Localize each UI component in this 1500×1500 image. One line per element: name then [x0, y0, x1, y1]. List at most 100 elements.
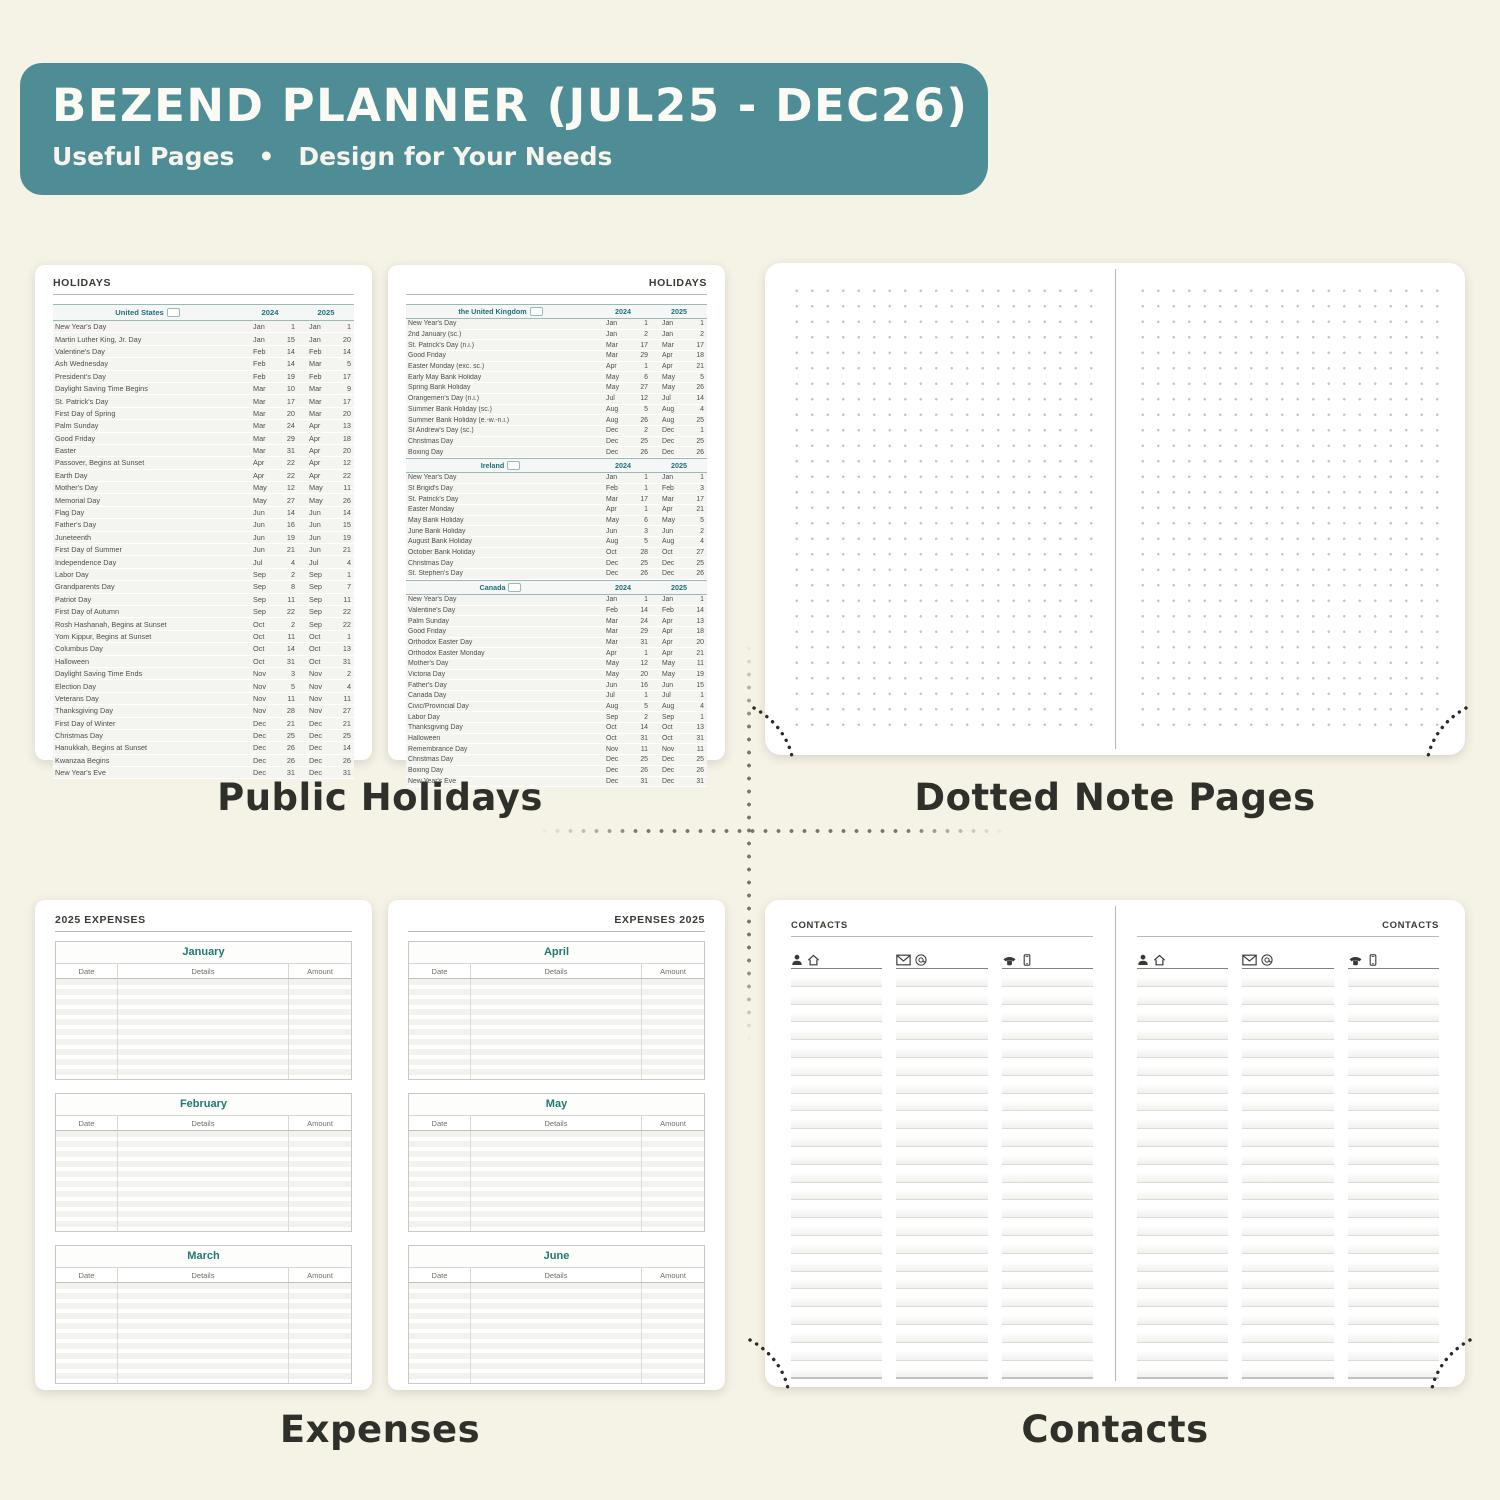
- holiday-date-cell: 5: [644, 703, 648, 711]
- expense-empty-row: [409, 1343, 704, 1353]
- holiday-name: Halloween: [408, 735, 441, 743]
- contact-ruled-line: [791, 1004, 883, 1023]
- holiday-date-cell: 2: [644, 331, 648, 339]
- contact-ruled-line: [791, 1057, 883, 1076]
- holiday-name: Christmas Day: [408, 437, 454, 445]
- holiday-date-cell: 4: [700, 538, 704, 546]
- contact-ruled-line: [1347, 1004, 1439, 1023]
- holiday-row: Palm Sunday Mar 24 Apr 13: [53, 420, 354, 433]
- contact-ruled-line: [1137, 1146, 1229, 1165]
- expense-column-headers: Date Details Amount: [409, 1268, 704, 1283]
- holiday-date-cell: Dec: [606, 570, 619, 578]
- contact-ruled-line: [896, 1164, 988, 1183]
- caption-public-holidays: Public Holidays: [217, 776, 543, 819]
- holidays-page-title: HOLIDAYS: [406, 277, 707, 295]
- expense-empty-row: [56, 1131, 351, 1141]
- holiday-date-cell: Jan: [606, 320, 618, 328]
- holiday-row: Halloween Oct 31 Oct 31: [406, 733, 707, 745]
- holiday-row: Civic/Provincial Day Aug 5 Aug 4: [406, 701, 707, 713]
- holiday-date-cell: 18: [342, 433, 351, 443]
- expense-empty-row: [56, 1039, 351, 1049]
- holiday-date-cell: Jun: [606, 527, 618, 535]
- holiday-name: Christmas Day: [408, 756, 454, 764]
- expense-empty-row: [409, 1313, 704, 1323]
- holiday-date-cell: 17: [640, 341, 648, 349]
- holiday-date-cell: Oct: [253, 656, 265, 666]
- holiday-date-cell: 25: [640, 437, 648, 445]
- contact-ruled-line: [1001, 1022, 1093, 1041]
- holiday-date-cell: Feb: [309, 371, 322, 381]
- contact-ruled-line: [1242, 1235, 1334, 1254]
- contact-ruled-line: [1347, 1271, 1439, 1290]
- expense-empty-row: [409, 1363, 704, 1373]
- expense-column-header: Amount: [660, 1118, 686, 1128]
- holiday-name: Christmas Day: [408, 559, 454, 567]
- holiday-row: St Brigid's Day Feb 1 Feb 3: [406, 483, 707, 495]
- holiday-date-cell: Mar: [309, 408, 322, 418]
- holiday-row: First Day of Spring Mar 20 Mar 20: [53, 407, 354, 421]
- holiday-name: Grandparents Day: [55, 582, 115, 592]
- holiday-date-cell: Mar: [606, 495, 618, 503]
- contacts-columns: [1137, 950, 1439, 1380]
- holiday-date-cell: 21: [286, 718, 295, 728]
- contact-ruled-line: [1137, 1022, 1229, 1041]
- holiday-date-cell: Aug: [606, 416, 619, 424]
- contacts-page-title: CONTACTS: [791, 920, 1093, 937]
- expenses-page-left: 2025 EXPENSES January Date Details Amount Fe…: [35, 900, 372, 1390]
- holiday-date-cell: May: [253, 483, 267, 493]
- page-fold-line: [1115, 269, 1117, 749]
- contact-ruled-line: [1137, 1360, 1229, 1380]
- holiday-name: New Year's Day: [408, 596, 457, 604]
- expense-empty-row: [56, 1059, 351, 1069]
- holiday-date-cell: Mar: [309, 384, 322, 394]
- country-flag-badge: [166, 308, 180, 317]
- holiday-date-cell: 14: [286, 346, 295, 356]
- holiday-date-cell: May: [309, 483, 323, 493]
- holiday-date-cell: 27: [342, 706, 351, 716]
- holiday-date-cell: 5: [644, 538, 648, 546]
- holiday-date-cell: Feb: [662, 606, 674, 614]
- contact-ruled-line: [1137, 1040, 1229, 1058]
- holiday-name: Orangemen's Day (n.i.): [408, 395, 480, 403]
- holiday-date-cell: 1: [644, 692, 648, 700]
- holiday-date-cell: 26: [696, 384, 704, 392]
- holiday-row: Flag Day Jun 14 Jun 14: [53, 506, 354, 520]
- contact-ruled-line: [1242, 1040, 1334, 1058]
- holiday-section-header: the United Kingdom 2024 2025: [406, 304, 707, 319]
- holiday-date-cell: 22: [342, 470, 351, 480]
- holiday-name: St Andrew's Day (sc.): [408, 427, 474, 435]
- expense-empty-row: [56, 1343, 351, 1353]
- expense-month-title: March: [56, 1246, 351, 1268]
- contacts-pages: CONTACTS CONTACTS: [765, 900, 1465, 1387]
- holiday-date-cell: 14: [640, 724, 648, 732]
- holiday-date-cell: 29: [640, 628, 648, 636]
- holiday-date-cell: 25: [696, 416, 704, 424]
- contact-ruled-line: [791, 1164, 883, 1183]
- holiday-date-cell: 16: [286, 520, 295, 530]
- contact-ruled-line: [1001, 1342, 1093, 1361]
- holidays-table-us: United States 2024 2025 New Year's Day Jan 1 J…: [53, 304, 354, 780]
- holiday-row: New Year's Day Jan 1 Jan 1: [53, 321, 354, 334]
- expense-empty-row: [409, 1353, 704, 1363]
- expense-month-title: April: [409, 942, 704, 964]
- holiday-name: First Day of Summer: [55, 545, 122, 555]
- holiday-date-cell: Dec: [662, 559, 675, 567]
- holiday-row: St. Patrick's Day Mar 17 Mar 17: [406, 494, 707, 505]
- contact-ruled-line: [1347, 1129, 1439, 1147]
- holiday-date-cell: Sep: [253, 570, 266, 579]
- expense-column-headers: Date Details Amount: [409, 964, 704, 979]
- holiday-name: Remembrance Day: [408, 745, 468, 753]
- holiday-date-cell: 6: [644, 517, 648, 525]
- expense-column-header: Details: [118, 964, 290, 978]
- holiday-date-cell: Mar: [253, 421, 266, 431]
- holiday-row: Valentine's Day Feb 14 Feb 14: [406, 605, 707, 617]
- holiday-row: Labor Day Sep 2 Sep 1: [406, 712, 707, 724]
- holiday-name: Thanksgiving Day: [408, 724, 463, 732]
- holiday-date-cell: 12: [640, 395, 648, 403]
- holiday-name: Thanksgiving Day: [55, 706, 113, 716]
- holiday-date-cell: 3: [700, 484, 704, 492]
- contact-ruled-line: [896, 1146, 988, 1165]
- holiday-date-cell: Apr: [309, 421, 321, 431]
- mobile-phone-icon: [1021, 954, 1033, 966]
- holiday-date-cell: 22: [286, 470, 295, 480]
